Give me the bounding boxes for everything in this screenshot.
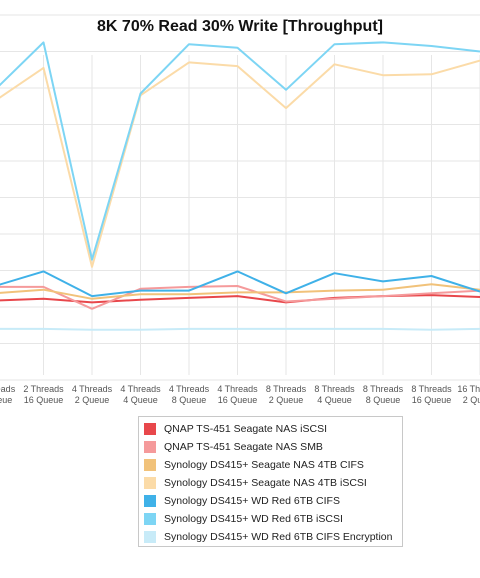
x-tick-label: 4 Threads 2 Queue <box>72 384 113 405</box>
legend-item-1[interactable]: QNAP TS-451 Seagate NAS iSCSI <box>139 420 402 438</box>
series-lines <box>0 41 480 331</box>
x-tick-label: 8 Threads 4 Queue <box>314 384 355 405</box>
legend-item-7[interactable]: Synology DS415+ WD Red 6TB CIFS Encrypti… <box>139 528 402 546</box>
legend-label: Synology DS415+ WD Red 6TB CIFS <box>164 495 340 507</box>
legend-label: QNAP TS-451 Seagate NAS iSCSI <box>164 423 328 435</box>
grid-lines <box>0 14 480 381</box>
legend-label: Synology DS415+ Seagate NAS 4TB iSCSI <box>164 477 367 489</box>
x-tick-label: 4 Threads 8 Queue <box>169 384 210 405</box>
x-tick-label: 8 Threads 2 Queue <box>266 384 307 405</box>
legend-item-5[interactable]: Synology DS415+ WD Red 6TB CIFS <box>139 492 402 510</box>
series-line-5 <box>0 270 480 298</box>
x-tick-label: 4 Threads 4 Queue <box>120 384 161 405</box>
series-line-7 <box>0 327 480 331</box>
legend-item-4[interactable]: Synology DS415+ Seagate NAS 4TB iSCSI <box>139 474 402 492</box>
x-tick-label: 2 Threads 16 Queue <box>23 384 64 405</box>
x-tick-label: 4 Threads 16 Queue <box>217 384 258 405</box>
legend-item-2[interactable]: QNAP TS-451 Seagate NAS SMB <box>139 438 402 456</box>
legend-swatch <box>144 423 156 435</box>
legend-label: QNAP TS-451 Seagate NAS SMB <box>164 441 323 453</box>
legend-swatch <box>144 495 156 507</box>
legend-label: Synology DS415+ Seagate NAS 4TB CIFS <box>164 459 364 471</box>
legend: QNAP TS-451 Seagate NAS iSCSI QNAP TS-451… <box>138 416 403 547</box>
legend-swatch <box>144 531 156 543</box>
series-line-3 <box>0 283 480 300</box>
legend-label: Synology DS415+ WD Red 6TB iSCSI <box>164 513 343 525</box>
legend-swatch <box>144 477 156 489</box>
x-tick-label: 8 Threads 8 Queue <box>363 384 404 405</box>
legend-item-6[interactable]: Synology DS415+ WD Red 6TB iSCSI <box>139 510 402 528</box>
legend-item-3[interactable]: Synology DS415+ Seagate NAS 4TB CIFS <box>139 456 402 474</box>
series-line-4 <box>0 59 480 268</box>
legend-swatch <box>144 513 156 525</box>
series-line-6 <box>0 41 480 261</box>
x-tick-label: 8 Threads 16 Queue <box>411 384 452 405</box>
legend-swatch <box>144 441 156 453</box>
series-line-2 <box>0 285 480 310</box>
legend-label: Synology DS415+ WD Red 6TB CIFS Encrypti… <box>164 531 393 543</box>
legend-swatch <box>144 459 156 471</box>
chart-title: 8K 70% Read 30% Write [Throughput] <box>97 18 383 35</box>
